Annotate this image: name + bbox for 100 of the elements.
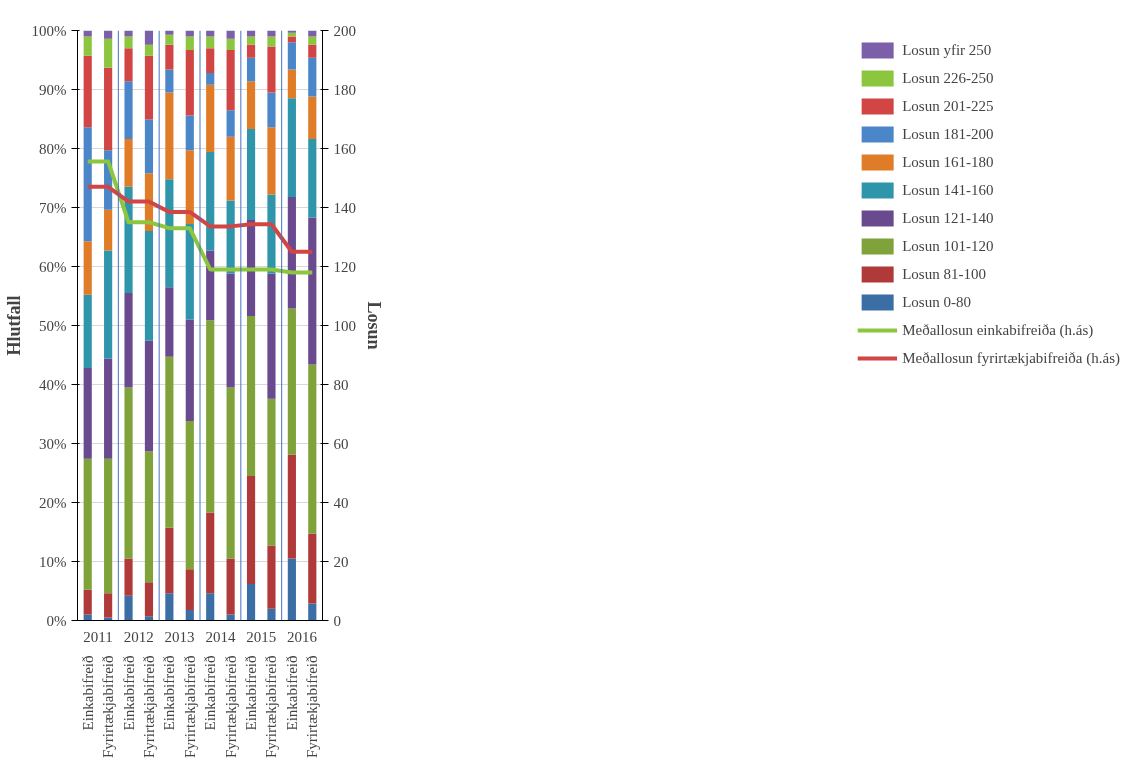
bar	[185, 421, 194, 570]
y-tick-label: 10%	[39, 553, 67, 570]
bar	[226, 136, 235, 201]
bar	[267, 273, 276, 399]
bar	[124, 36, 133, 49]
bar	[124, 293, 133, 388]
bar	[104, 358, 113, 459]
bar	[165, 179, 174, 288]
bar	[165, 34, 174, 45]
text: 2011	[83, 628, 113, 645]
bar	[83, 36, 92, 56]
bar	[165, 44, 174, 70]
bar	[226, 387, 235, 559]
bar	[144, 582, 154, 617]
bar	[144, 55, 154, 120]
bar	[185, 319, 194, 422]
bar	[144, 451, 154, 583]
bar	[287, 36, 296, 43]
bar	[104, 38, 113, 68]
text: 2014	[205, 628, 236, 645]
bar	[206, 152, 215, 251]
x-tick-label: Einkabifreið	[283, 655, 300, 731]
bar	[104, 30, 113, 39]
bar	[246, 44, 256, 58]
bar	[246, 316, 256, 476]
bar	[267, 398, 276, 546]
bar	[104, 458, 113, 594]
line-series	[85, 184, 315, 254]
bar	[206, 84, 215, 153]
bar	[226, 273, 235, 388]
bar	[185, 150, 194, 225]
x-tick-label: Fyrirtækjabifreið	[100, 655, 117, 758]
y2-tick-label: 40	[333, 494, 349, 511]
legend-label: Meðallosun einkabifreiða (h.ás)	[902, 321, 1094, 339]
bar	[165, 527, 174, 594]
bar	[226, 38, 235, 50]
bar	[267, 36, 276, 47]
text: 2016	[287, 628, 318, 645]
y-axis-title: Hlutfall	[3, 295, 24, 356]
bar	[185, 49, 194, 116]
legend-label: Losun 226-250	[902, 69, 994, 87]
bar	[246, 129, 256, 220]
bar	[165, 30, 174, 35]
bar	[206, 48, 215, 73]
bar	[308, 533, 317, 604]
bar	[287, 308, 296, 455]
bar	[144, 231, 154, 341]
y-tick-label: 80%	[39, 140, 67, 157]
y2-axis-title: Losun	[364, 301, 384, 350]
text: 2015	[246, 628, 277, 645]
text: 2012	[123, 628, 154, 645]
y-tick-label: 90%	[39, 81, 67, 98]
bar	[124, 558, 133, 596]
bar	[267, 30, 276, 37]
bar	[185, 224, 194, 320]
bar	[226, 110, 235, 137]
bar	[124, 81, 133, 140]
y2-tick-label: 20	[333, 553, 349, 570]
x-tick-label: Fyrirtækjabifreið	[140, 655, 157, 758]
x-tick-label: Einkabifreið	[120, 655, 137, 731]
bar	[287, 454, 296, 559]
bar	[83, 294, 92, 368]
bar	[124, 595, 133, 621]
y2-tick-label: 180	[333, 81, 356, 98]
legend-label: Losun 0-80	[902, 293, 971, 311]
legend-label: Losun 141-160	[902, 181, 994, 199]
bar	[185, 36, 194, 50]
bar	[308, 603, 317, 621]
bar	[185, 609, 194, 621]
bar	[83, 127, 92, 242]
x-tick-label: Fyrirtækjabifreið	[263, 655, 280, 758]
bar	[83, 55, 92, 128]
bar	[206, 36, 215, 49]
bar	[246, 57, 256, 82]
legend-label: Losun yfir 250	[902, 41, 992, 59]
bar	[308, 139, 317, 218]
bar	[83, 367, 92, 459]
bar	[165, 92, 174, 180]
y-tick-label: 0%	[46, 612, 67, 629]
bar	[165, 356, 174, 528]
x-tick-label: Einkabifreið	[161, 655, 178, 731]
y-tick-label: 40%	[39, 376, 67, 393]
bar	[226, 49, 235, 111]
bar	[206, 593, 215, 621]
bar	[308, 44, 317, 58]
bar	[206, 512, 215, 594]
bar	[226, 30, 235, 39]
y-tick-label: 60%	[39, 258, 67, 275]
bar	[104, 593, 113, 618]
bar	[308, 96, 317, 140]
bar	[267, 545, 276, 609]
x-tick-label: Einkabifreið	[243, 655, 260, 731]
y-tick-label: 20%	[39, 494, 67, 511]
bar	[287, 558, 296, 621]
bar	[83, 458, 92, 590]
bar	[206, 72, 215, 85]
x-tick-label: Einkabifreið	[79, 655, 96, 731]
legend-label: Losun 81-100	[902, 265, 986, 283]
bar	[287, 42, 296, 70]
bar	[144, 119, 154, 174]
